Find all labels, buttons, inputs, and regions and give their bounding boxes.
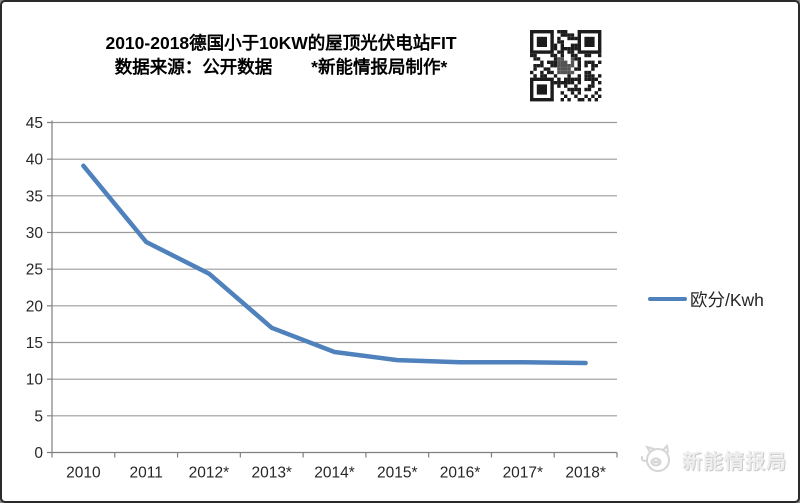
svg-text:5: 5: [34, 408, 43, 425]
pig-logo-icon: [640, 443, 670, 472]
watermark-label: 新能情报局: [682, 450, 787, 473]
x-axis-label: 2015*: [377, 465, 418, 482]
x-axis-label: 2014*: [314, 465, 355, 482]
x-axis-label: 2012*: [189, 465, 230, 482]
svg-text:40: 40: [26, 152, 44, 169]
x-axis-label: 2011: [129, 465, 162, 482]
svg-text:35: 35: [26, 188, 43, 205]
x-axis-label: 2013*: [251, 465, 292, 482]
svg-text:25: 25: [26, 262, 43, 279]
chart-title: 2010-2018德国小于10KW的屋顶光伏电站FIT: [105, 33, 457, 53]
legend-label: 欧分/Kwh: [690, 289, 764, 310]
chart-legend: 欧分/Kwh: [648, 288, 764, 310]
chart-subtitle: 数据来源：公开数据 *新能情报局制作*: [114, 57, 448, 77]
x-axis-label: 2016*: [440, 465, 481, 482]
svg-text:30: 30: [26, 225, 44, 242]
x-axis-label: 2017*: [503, 465, 544, 482]
svg-text:15: 15: [26, 335, 43, 352]
svg-text:45: 45: [26, 115, 43, 132]
qr-code-icon: [530, 30, 602, 102]
legend-line-swatch: [648, 297, 687, 301]
x-axis-label: 2010: [66, 465, 101, 482]
svg-text:20: 20: [26, 298, 44, 315]
svg-text:10: 10: [26, 372, 44, 389]
svg-text:0: 0: [34, 445, 43, 462]
chart-title-block: 2010-2018德国小于10KW的屋顶光伏电站FIT 数据来源：公开数据 *新…: [40, 31, 522, 79]
brand-watermark: 新能情报局: [636, 443, 787, 475]
x-axis-label: 2018*: [565, 465, 606, 482]
